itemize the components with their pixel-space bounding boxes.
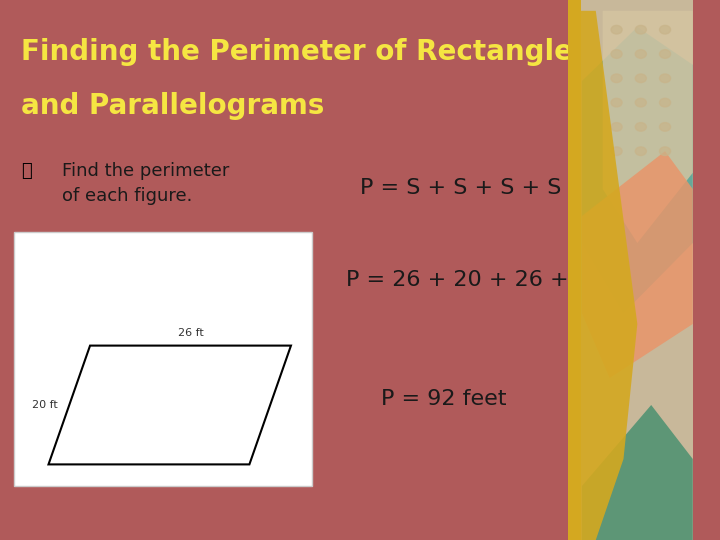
Circle shape xyxy=(635,98,647,107)
Text: P = 26 + 20 + 26 + 20: P = 26 + 20 + 26 + 20 xyxy=(346,270,605,290)
Circle shape xyxy=(635,123,647,131)
Circle shape xyxy=(660,74,670,83)
Circle shape xyxy=(611,123,622,131)
Polygon shape xyxy=(582,27,693,313)
Circle shape xyxy=(611,147,622,156)
Circle shape xyxy=(611,50,622,58)
Text: 26 ft: 26 ft xyxy=(178,327,203,338)
Circle shape xyxy=(611,74,622,83)
Bar xyxy=(580,0,693,540)
Circle shape xyxy=(635,25,647,34)
FancyBboxPatch shape xyxy=(14,232,312,486)
Text: Find the perimeter
of each figure.: Find the perimeter of each figure. xyxy=(63,162,230,205)
Polygon shape xyxy=(582,151,693,378)
Text: 20 ft: 20 ft xyxy=(32,400,58,410)
Circle shape xyxy=(660,123,670,131)
Circle shape xyxy=(660,50,670,58)
Bar xyxy=(568,0,580,540)
Text: 🍃: 🍃 xyxy=(21,162,32,180)
Text: and Parallelograms: and Parallelograms xyxy=(21,92,324,120)
Circle shape xyxy=(635,147,647,156)
Polygon shape xyxy=(603,11,693,243)
Text: P = S + S + S + S: P = S + S + S + S xyxy=(360,178,562,198)
Text: Finding the Perimeter of Rectangles: Finding the Perimeter of Rectangles xyxy=(21,38,589,66)
Circle shape xyxy=(635,50,647,58)
Polygon shape xyxy=(578,11,637,540)
Polygon shape xyxy=(582,405,693,540)
Circle shape xyxy=(611,25,622,34)
Polygon shape xyxy=(48,346,291,464)
Circle shape xyxy=(660,147,670,156)
Text: P = 92 feet: P = 92 feet xyxy=(381,389,506,409)
Circle shape xyxy=(660,25,670,34)
Circle shape xyxy=(635,74,647,83)
Circle shape xyxy=(660,98,670,107)
Circle shape xyxy=(611,98,622,107)
